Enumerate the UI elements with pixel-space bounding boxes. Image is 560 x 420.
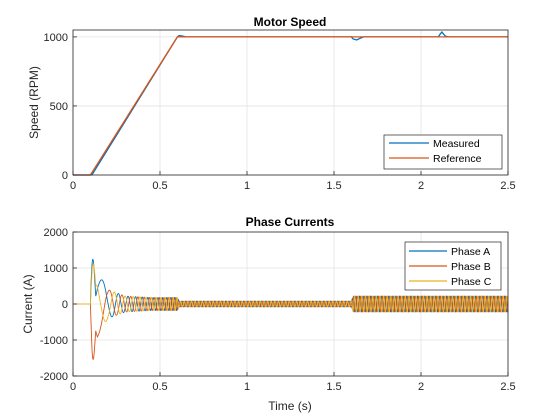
y-tick-label: 2000 bbox=[44, 227, 68, 239]
x-tick-label: 2 bbox=[418, 381, 424, 393]
currents-ticks: 0 0.5 1 1.5 2 2.5 -2000 -1000 0 1000 2000 bbox=[40, 227, 516, 393]
x-tick-label: 0 bbox=[70, 180, 76, 192]
legend-label-measured: Measured bbox=[433, 138, 480, 150]
speed-axes: 0 0.5 1 1.5 2 2.5 0 500 1000 Motor Speed Speed (… bbox=[27, 15, 516, 192]
y-tick-label: -2000 bbox=[40, 371, 68, 383]
speed-title: Motor Speed bbox=[254, 15, 327, 29]
currents-x-axis-label: Time (s) bbox=[268, 399, 312, 413]
speed-legend-box bbox=[383, 134, 503, 170]
speed-ticks: 0 0.5 1 1.5 2 2.5 0 500 1000 bbox=[44, 32, 516, 192]
legend-label-phase-a: Phase A bbox=[451, 246, 490, 258]
currents-legend: Phase A Phase B Phase C bbox=[404, 241, 502, 291]
legend-label-phase-c: Phase C bbox=[451, 276, 492, 288]
x-tick-label: 0 bbox=[70, 381, 76, 393]
x-tick-label: 0.5 bbox=[152, 180, 167, 192]
x-tick-label: 1 bbox=[244, 381, 250, 393]
x-tick-label: 1.5 bbox=[326, 381, 341, 393]
y-tick-label: 1000 bbox=[44, 263, 68, 275]
speed-legend: Measured Reference bbox=[383, 134, 503, 170]
y-tick-label: -1000 bbox=[40, 335, 68, 347]
legend-label-reference: Reference bbox=[433, 153, 482, 165]
legend-label-phase-b: Phase B bbox=[451, 261, 491, 273]
currents-series bbox=[73, 258, 509, 360]
x-tick-label: 2.5 bbox=[500, 180, 515, 192]
series-line-phase-c bbox=[73, 263, 509, 322]
speed-y-axis-label: Speed (RPM) bbox=[27, 66, 41, 139]
x-tick-label: 1 bbox=[244, 180, 250, 192]
series-line-phase-a bbox=[73, 258, 509, 318]
currents-axes: 0 0.5 1 1.5 2 2.5 -2000 -1000 0 1000 2000 Phase Cu… bbox=[21, 215, 516, 413]
y-tick-label: 0 bbox=[62, 170, 68, 182]
currents-y-axis-label: Current (A) bbox=[21, 274, 35, 333]
y-tick-label: 500 bbox=[50, 101, 68, 113]
speed-axes-box bbox=[72, 29, 509, 176]
y-tick-label: 0 bbox=[62, 299, 68, 311]
y-tick-label: 1000 bbox=[44, 32, 68, 44]
x-tick-label: 2.5 bbox=[500, 381, 515, 393]
currents-title: Phase Currents bbox=[246, 215, 335, 229]
x-tick-label: 1.5 bbox=[326, 180, 341, 192]
x-tick-label: 0.5 bbox=[152, 381, 167, 393]
x-tick-label: 2 bbox=[418, 180, 424, 192]
